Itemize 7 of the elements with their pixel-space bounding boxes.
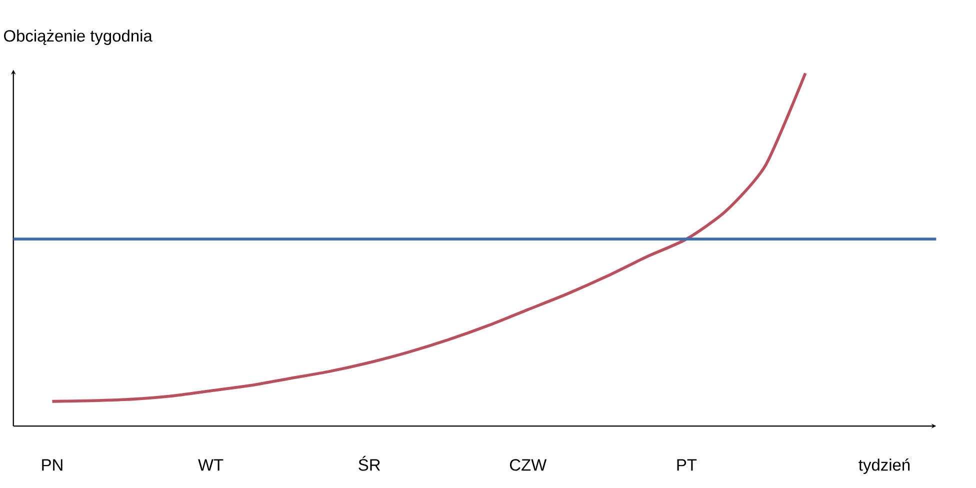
- y-axis-title: Obciążenie tygodnia: [4, 30, 152, 45]
- x-tick-label: PN: [42, 459, 62, 471]
- x-axis-title: tydzień: [858, 458, 910, 474]
- x-tick-label: PT: [677, 459, 697, 471]
- x-tick-label: WT: [198, 459, 224, 471]
- x-tick-label: CZW: [510, 459, 547, 471]
- x-tick-label: ŚR: [358, 456, 380, 471]
